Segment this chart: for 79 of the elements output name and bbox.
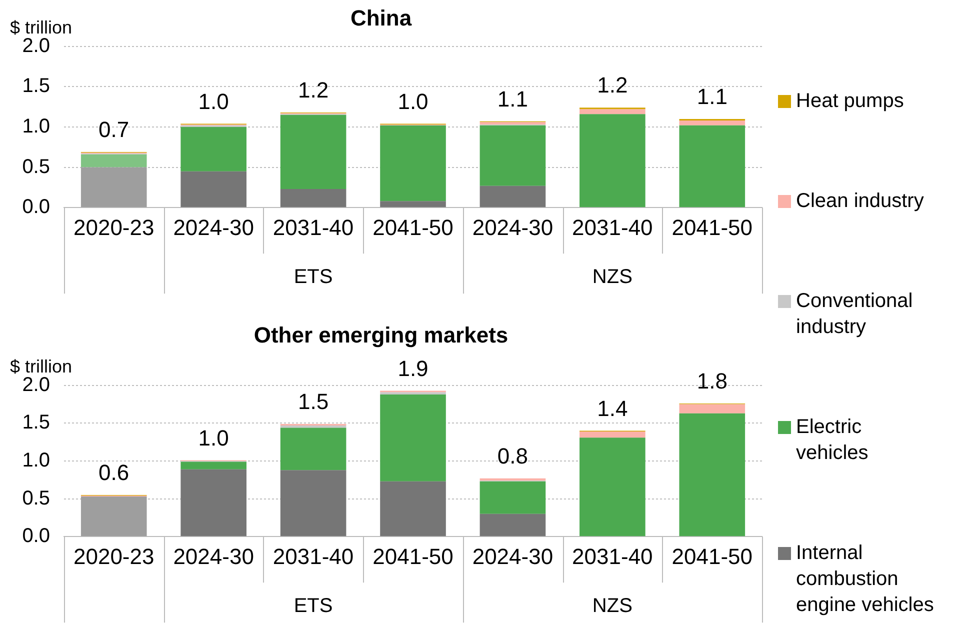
bar	[480, 125, 546, 186]
chart-title: Other emerging markets	[254, 322, 508, 348]
bar	[679, 413, 746, 536]
y-tick-label: 1.5	[22, 412, 50, 434]
bar	[280, 189, 346, 208]
bar	[180, 171, 246, 208]
x-tick-label: 2041-50	[672, 214, 753, 240]
legend-label: Electric vehicles	[796, 415, 870, 466]
y-tick-label: 2.0	[22, 34, 50, 57]
total-label: 1.0	[398, 88, 428, 114]
x-tick-label: 2031-40	[572, 214, 653, 240]
text: NZS	[592, 595, 632, 618]
legend-label: Clean industry	[796, 189, 924, 214]
y-tick-label: 1.0	[22, 116, 50, 138]
x-tick-label: 2041-50	[372, 544, 454, 569]
x-tick-label: 2020-23	[73, 214, 154, 240]
bar	[480, 481, 546, 514]
bar	[80, 154, 147, 168]
x-tick-label: 2031-40	[572, 544, 653, 569]
bar	[580, 438, 646, 536]
bar	[580, 432, 646, 438]
bar	[80, 496, 147, 536]
bar	[380, 481, 446, 536]
y-tick-label: 0.5	[22, 487, 50, 510]
bar	[679, 120, 746, 126]
x-tick-label: 2041-50	[672, 544, 753, 569]
total-label: 1.4	[597, 396, 628, 421]
total-label: 0.7	[98, 117, 130, 142]
total-label: 1.0	[198, 88, 229, 114]
bar	[480, 122, 546, 125]
bar	[679, 125, 746, 208]
bar	[380, 125, 446, 202]
text: ETS	[294, 595, 333, 618]
y-axis-title: $ trillion	[10, 356, 72, 376]
total-label: 1.1	[696, 84, 728, 110]
x-tick-label: 2024-30	[173, 214, 254, 240]
bar	[580, 114, 646, 208]
bar	[180, 127, 246, 172]
total-label: 0.8	[497, 443, 528, 468]
legend-label: Conventional industry	[796, 289, 914, 340]
x-tick-label: 2031-40	[272, 544, 354, 569]
y-tick-label: 2.0	[22, 374, 50, 396]
bar	[280, 114, 346, 190]
legend-label: Internal combustion engine vehicles	[796, 541, 935, 618]
total-label: 1.2	[298, 78, 329, 103]
x-tick-label: 2031-40	[272, 214, 354, 240]
bar	[280, 470, 346, 536]
text: ETS	[294, 266, 333, 288]
x-tick-label: 2024-30	[472, 544, 554, 569]
y-tick-label: 0.0	[22, 196, 50, 218]
y-tick-label: 0.5	[22, 156, 50, 178]
y-axis-title: $ trillion	[10, 17, 72, 38]
total-label: 1.9	[398, 356, 428, 381]
x-tick-label: 2041-50	[372, 214, 454, 240]
bar	[180, 469, 246, 536]
bar	[280, 428, 346, 470]
bar	[80, 167, 147, 208]
bar	[380, 394, 446, 482]
x-tick-label: 2024-30	[173, 544, 254, 569]
bar	[580, 109, 646, 114]
y-tick-label: 1.5	[22, 75, 50, 98]
bar	[480, 514, 546, 536]
total-label: 1.1	[497, 86, 528, 112]
total-label: 1.5	[298, 389, 329, 414]
bar	[480, 186, 546, 208]
bar	[180, 462, 246, 470]
text: NZS	[592, 266, 632, 288]
total-label: 0.6	[98, 460, 130, 486]
chart-title: China	[350, 5, 412, 30]
x-tick-label: 2020-23	[73, 544, 154, 569]
total-label: 1.2	[597, 72, 628, 98]
y-tick-label: 0.0	[22, 525, 50, 548]
bar	[679, 404, 746, 414]
x-tick-label: 2024-30	[472, 214, 554, 240]
total-label: 1.0	[198, 425, 229, 450]
bar	[380, 201, 446, 208]
y-tick-label: 1.0	[22, 450, 50, 472]
legend-label: Heat pumps	[796, 89, 904, 114]
total-label: 1.8	[696, 368, 728, 394]
